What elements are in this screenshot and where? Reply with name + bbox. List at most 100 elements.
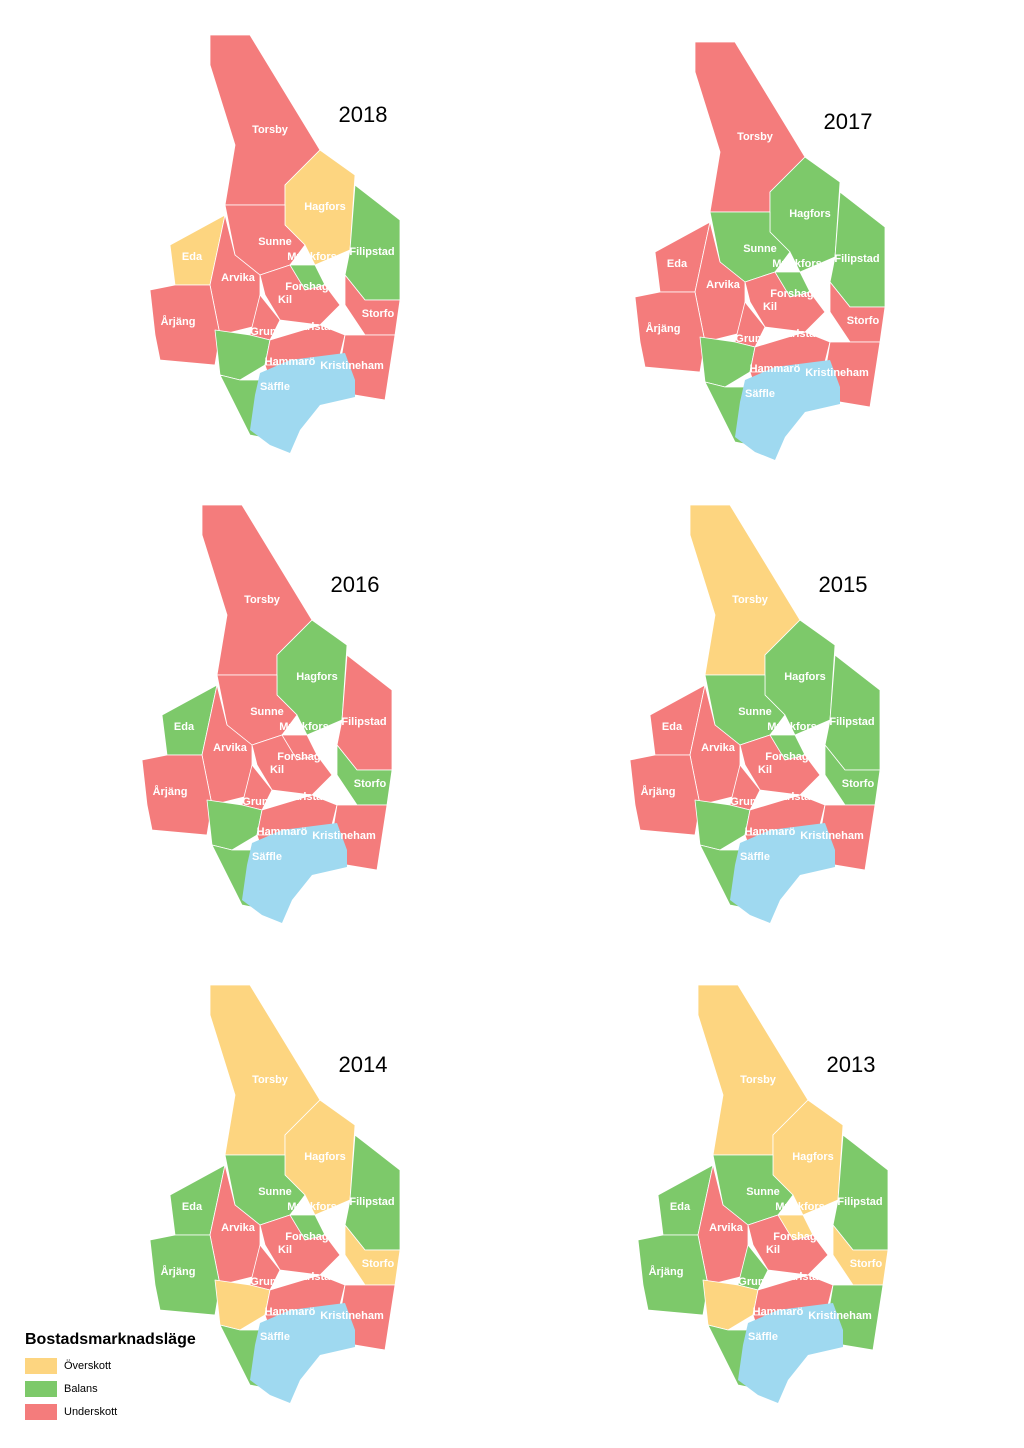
municipality-label: Storfo: [850, 1258, 883, 1270]
municipality-label: Årjäng: [161, 1265, 196, 1278]
municipality-label: Arvika: [213, 742, 248, 754]
municipality-label: Karlstad: [781, 1271, 825, 1283]
lake: [242, 823, 347, 923]
municipality-label: Munkfors: [772, 258, 822, 270]
lake: [730, 823, 835, 923]
municipality-label: Forshaga: [285, 281, 335, 293]
municipality-label: Eda: [662, 721, 683, 733]
lake: [250, 353, 355, 453]
municipality-label: Hagfors: [792, 1151, 834, 1163]
municipality-label: Kristineham: [805, 367, 869, 379]
lake: [250, 1303, 355, 1403]
municipality: [747, 1214, 829, 1276]
municipality-label: Filipstad: [349, 1196, 394, 1208]
year-label: 2016: [331, 572, 380, 597]
municipality-label: Storfo: [842, 778, 875, 790]
municipality-label: Storfo: [362, 1258, 395, 1270]
municipality-label: Årjäng: [649, 1265, 684, 1278]
year-label: 2017: [824, 109, 873, 134]
municipality-label: Filipstad: [349, 246, 394, 258]
municipality-label: Sunne: [250, 706, 284, 718]
municipality-label: Forshaga: [765, 751, 815, 763]
municipality-label: Eda: [174, 721, 195, 733]
municipality-label: Grums: [738, 1276, 773, 1288]
municipality-label: Storfo: [362, 308, 395, 320]
legend-swatch: [25, 1404, 57, 1420]
year-label: 2014: [339, 1052, 388, 1077]
municipality-label: Hammarö: [753, 1306, 804, 1318]
municipality-label: Torsby: [252, 124, 289, 136]
municipality-label: Eda: [182, 251, 203, 263]
municipality-label: Karlstad: [293, 1271, 337, 1283]
municipality-label: Torsby: [252, 1074, 289, 1086]
legend-title: Bostadsmarknadsläge: [25, 1331, 196, 1348]
municipality: [744, 271, 826, 333]
municipality-label: Forshaga: [770, 288, 820, 300]
municipality-label: Eda: [670, 1201, 691, 1213]
municipality-label: Arvika: [701, 742, 736, 754]
lake: [735, 360, 840, 460]
municipality-label: Hammarö: [257, 826, 308, 838]
municipality-label: Kil: [278, 294, 292, 306]
municipality-label: Forshaga: [773, 1231, 823, 1243]
municipality-label: Karlstad: [285, 791, 329, 803]
municipality-label: Sunne: [258, 236, 292, 248]
municipality-label: Grums: [242, 796, 277, 808]
municipality-label: Årjäng: [153, 785, 188, 798]
municipality-label: Säffle: [745, 388, 775, 400]
municipality-label: Filipstad: [341, 716, 386, 728]
municipality-label: Karlstad: [773, 791, 817, 803]
legend-swatch: [25, 1358, 57, 1374]
municipality: [739, 734, 821, 796]
municipality: [251, 734, 333, 796]
municipality-label: Filipstad: [837, 1196, 882, 1208]
municipality-label: Arvika: [706, 279, 741, 291]
municipality-label: Kil: [758, 764, 772, 776]
municipality-label: Munkfors: [767, 721, 817, 733]
municipality-label: Hammarö: [745, 826, 796, 838]
municipality-label: Munkfors: [287, 1201, 337, 1213]
municipality-label: Kil: [270, 764, 284, 776]
year-label: 2015: [819, 572, 868, 597]
map-panel: Torsby Hagfors Filipstad Eda Sunne Munkfors Ar…: [629, 504, 881, 923]
municipality: [259, 1214, 341, 1276]
municipality-label: Årjäng: [641, 785, 676, 798]
municipality-label: Karlstad: [293, 321, 337, 333]
municipality-label: Säffle: [260, 381, 290, 393]
municipality-label: Filipstad: [829, 716, 874, 728]
municipality-label: Säffle: [740, 851, 770, 863]
municipality-label: Grums: [250, 1276, 285, 1288]
legend-label: Överskott: [64, 1360, 111, 1372]
municipality-label: Grums: [735, 333, 770, 345]
municipality-label: Hagfors: [296, 671, 338, 683]
map-panel: Torsby Hagfors Filipstad Eda Sunne Munkfors Ar…: [637, 984, 889, 1403]
municipality-label: Munkfors: [775, 1201, 825, 1213]
municipality-label: Grums: [250, 326, 285, 338]
municipality-label: Sunne: [743, 243, 777, 255]
map-panel: Torsby Hagfors Filipstad Eda Sunne Munkfors Ar…: [149, 34, 401, 453]
legend-swatch: [25, 1381, 57, 1397]
municipality-label: Arvika: [709, 1222, 744, 1234]
municipality-label: Kristineham: [800, 830, 864, 842]
municipality-label: Eda: [182, 1201, 203, 1213]
municipality-label: Munkfors: [287, 251, 337, 263]
municipality-label: Eda: [667, 258, 688, 270]
municipality-label: Kil: [763, 301, 777, 313]
municipality-label: Arvika: [221, 1222, 256, 1234]
map-panel: Torsby Hagfors Filipstad Eda Sunne Munkfors Ar…: [141, 504, 393, 923]
municipality-label: Hammarö: [265, 356, 316, 368]
municipality-label: Hammarö: [750, 363, 801, 375]
municipality-label: Storfo: [847, 315, 880, 327]
municipality-label: Sunne: [258, 1186, 292, 1198]
municipality-label: Hagfors: [784, 671, 826, 683]
municipality-label: Kristineham: [320, 1310, 384, 1322]
municipality-label: Hagfors: [789, 208, 831, 220]
municipality-label: Kil: [766, 1244, 780, 1256]
municipality-label: Torsby: [740, 1074, 777, 1086]
municipality-label: Grums: [730, 796, 765, 808]
municipality-label: Hagfors: [304, 1151, 346, 1163]
municipality-label: Torsby: [244, 594, 281, 606]
municipality-label: Torsby: [737, 131, 774, 143]
municipality-label: Storfo: [354, 778, 387, 790]
